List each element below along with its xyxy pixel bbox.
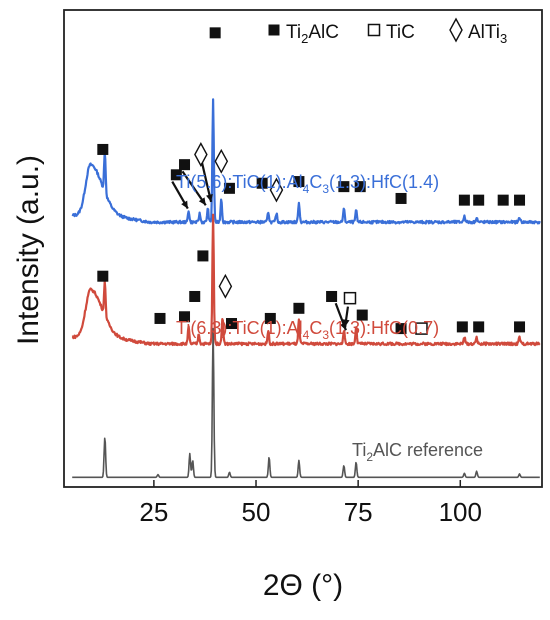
series-label-sub: 4 — [303, 182, 310, 196]
series-line-1 — [71, 98, 541, 225]
series-line-3 — [72, 327, 540, 479]
peak-marker-open-diamond — [218, 273, 233, 299]
peak-arrow-head — [181, 200, 188, 209]
peak-marker-filled-square — [338, 181, 350, 193]
peak-marker-filled-square — [395, 192, 407, 204]
peak-marker-filled-square — [189, 290, 201, 302]
peak-marker-filled-square — [473, 194, 485, 206]
y-axis-label: Intensity (a.u.) — [12, 155, 45, 345]
peak-marker-filled-square — [209, 27, 221, 39]
peak-marker-filled-square — [395, 323, 407, 335]
peak-marker-open-square — [343, 291, 357, 305]
x-tick-label: 100 — [439, 497, 482, 527]
peak-marker-filled-square — [170, 169, 182, 181]
legend-label: TiC — [386, 22, 415, 43]
legend-label-sub: 3 — [500, 31, 507, 46]
legend-item: Ti2AlC — [268, 22, 339, 46]
legend-open-square-icon — [367, 23, 381, 37]
peak-arrow-head — [342, 319, 350, 327]
legend: Ti2AlC TiC AlTi3 — [268, 17, 507, 46]
legend-label-text: AlTi — [468, 22, 500, 43]
series-label-sub: 3 — [322, 182, 329, 196]
axes-frame — [63, 9, 543, 488]
series-label-text: (1.3):HfC(0.7) — [329, 318, 439, 338]
peak-marker-filled-square — [356, 309, 368, 321]
legend-open-diamond-icon — [449, 17, 463, 43]
series-label-text: Ti(5.6):TiC(1):Al — [176, 172, 303, 192]
peak-marker-filled-square — [473, 321, 485, 333]
peak-marker-filled-square — [354, 181, 366, 193]
peak-marker-filled-square — [179, 311, 191, 323]
series-label-sub: 4 — [303, 328, 310, 342]
series-label-text: Ti(6.3):TiC(1):Al — [176, 318, 303, 338]
peak-marker-filled-square — [514, 194, 526, 206]
peak-marker-filled-square — [456, 321, 468, 333]
x-tick-label: 50 — [242, 497, 271, 527]
peak-marker-filled-square — [497, 194, 509, 206]
series-label-text: C — [309, 172, 322, 192]
x-tick-label: 25 — [139, 497, 168, 527]
peak-marker-filled-square — [514, 321, 526, 333]
series-label-text: AlC reference — [373, 440, 483, 460]
peak-marker-filled-square — [458, 194, 470, 206]
series-label-3: Ti2​AlC reference — [352, 440, 483, 464]
x-axis-ticks: 25 50 75 100 — [139, 480, 482, 527]
peak-marker-filled-square — [293, 302, 305, 314]
legend-label-text: Ti — [286, 22, 301, 43]
legend-label-text: TiC — [386, 22, 415, 43]
legend-label: Ti2AlC — [286, 22, 339, 46]
peak-marker-open-square — [415, 322, 428, 335]
peak-marker-filled-square — [97, 270, 109, 282]
peak-arrow-head — [206, 194, 213, 202]
legend-item: AlTi3 — [449, 17, 507, 46]
peak-marker-filled-square — [197, 250, 209, 262]
peak-arrow-head — [198, 197, 206, 206]
x-tick-label: 75 — [344, 497, 373, 527]
series-label-text: Ti — [352, 440, 366, 460]
series-layer — [71, 98, 541, 479]
peak-marker-filled-square — [293, 176, 305, 188]
legend-item: TiC — [367, 22, 415, 43]
peak-marker-filled-square — [154, 312, 166, 324]
series-label-text: C — [309, 318, 322, 338]
peak-marker-open-diamond — [214, 148, 229, 174]
markers-layer — [97, 27, 526, 335]
series-label-sub: 3 — [322, 328, 329, 342]
series-label-sub: 2 — [366, 450, 373, 464]
legend-label-tail: AlC — [308, 22, 339, 43]
peak-marker-filled-square — [223, 182, 235, 194]
series-label-1: Ti(5.6):TiC(1):Al4​C3​(1.3):HfC(1.4) — [176, 172, 439, 196]
series-labels: Ti(5.6):TiC(1):Al4​C3​(1.3):HfC(1.4) Ti(6… — [176, 172, 483, 464]
peak-marker-filled-square — [264, 312, 276, 324]
legend-label-sub: 2 — [301, 31, 308, 46]
peak-marker-filled-square — [256, 177, 268, 189]
peak-marker-filled-square — [326, 290, 338, 302]
series-line-2 — [71, 213, 541, 347]
peak-marker-filled-square — [226, 318, 238, 330]
legend-label: AlTi3 — [468, 22, 507, 46]
peak-marker-filled-square — [179, 159, 191, 171]
x-axis-label: 2Θ (°) — [263, 569, 343, 602]
peak-marker-open-diamond — [269, 177, 284, 203]
legend-filled-square-icon — [268, 24, 280, 36]
peak-marker-open-diamond — [194, 142, 208, 167]
series-label-text: (1.3):HfC(1.4) — [329, 172, 439, 192]
series-label-2: Ti(6.3):TiC(1):Al4​C3​(1.3):HfC(0.7) — [176, 318, 439, 342]
peak-marker-filled-square — [97, 143, 109, 155]
